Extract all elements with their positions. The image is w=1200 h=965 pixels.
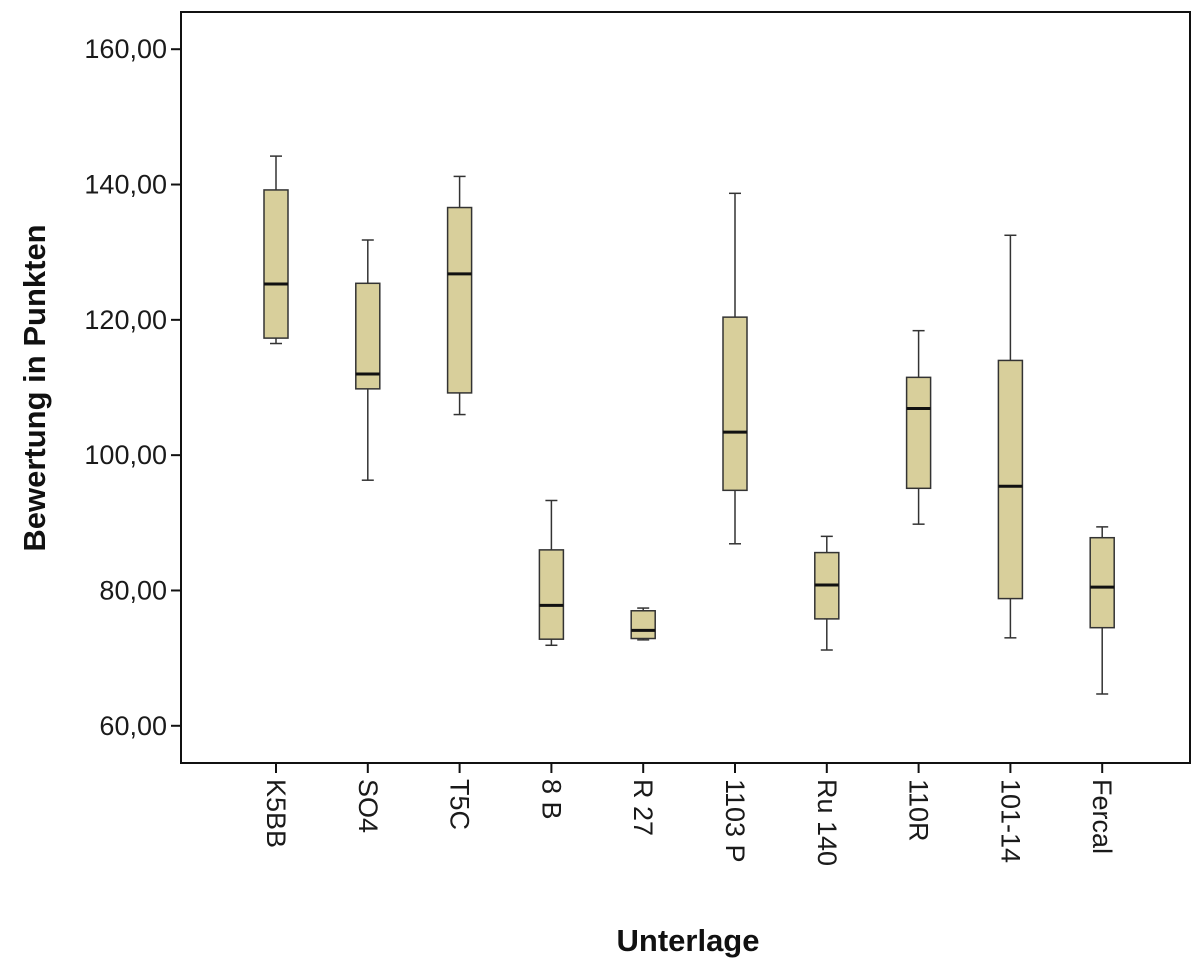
- y-axis-title: Bewertung in Punkten: [17, 224, 52, 551]
- x-tick-label: 110R: [904, 779, 934, 842]
- box-r-27: [630, 607, 656, 641]
- x-tick-label: 1103 P: [720, 779, 750, 863]
- y-tick-label: 160,00: [84, 34, 167, 64]
- box-110r: [905, 329, 932, 525]
- x-tick-label: R 27: [628, 779, 658, 836]
- iqr-box: [355, 282, 381, 390]
- box-8-b: [538, 499, 565, 647]
- iqr-box: [997, 359, 1024, 600]
- box-101-14: [997, 234, 1024, 639]
- x-tick-label: SO4: [353, 779, 383, 833]
- x-tick-label: 101-14: [995, 779, 1025, 863]
- iqr-box: [1089, 536, 1115, 629]
- y-tick-label: 60,00: [99, 711, 167, 741]
- iqr-box: [905, 376, 932, 490]
- box-series: [263, 155, 1115, 695]
- plot-area: [180, 11, 1191, 764]
- iqr-box: [538, 549, 565, 640]
- x-axis: K5BB SO4 T5C 8 B R 27 1103 P Ru 140 110R 101-14 F…: [261, 763, 1117, 866]
- box-t5c: [446, 175, 473, 416]
- iqr-box: [630, 610, 656, 640]
- box-so4: [355, 239, 381, 481]
- y-tick-label: 80,00: [99, 575, 167, 605]
- box-1103-p: [722, 192, 748, 545]
- x-tick-label: Fercal: [1087, 779, 1117, 854]
- x-tick-label: 8 B: [536, 779, 566, 820]
- iqr-box: [263, 189, 289, 339]
- iqr-box: [722, 316, 748, 492]
- y-tick-label: 140,00: [84, 170, 167, 200]
- y-axis: 60,00 80,00 100,00 120,00 140,00 160,00: [84, 34, 181, 741]
- x-tick-label: K5BB: [261, 779, 291, 848]
- y-tick-label: 100,00: [84, 440, 167, 470]
- y-tick-label: 120,00: [84, 305, 167, 335]
- x-tick-label: Ru 140: [812, 779, 842, 866]
- box-k5bb: [263, 155, 289, 345]
- box-fercal: [1089, 526, 1115, 695]
- x-axis-title: Unterlage: [617, 923, 760, 958]
- iqr-box: [446, 206, 473, 394]
- box-ru-140: [814, 535, 840, 651]
- x-tick-label: T5C: [445, 779, 475, 830]
